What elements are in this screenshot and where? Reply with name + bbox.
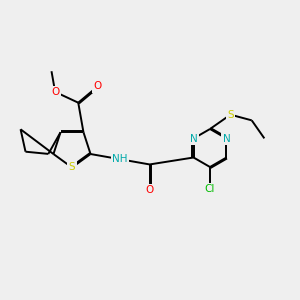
Text: O: O xyxy=(146,185,154,195)
Text: S: S xyxy=(69,163,75,172)
Text: NH: NH xyxy=(112,154,128,164)
Text: N: N xyxy=(223,134,230,143)
Text: N: N xyxy=(190,134,197,143)
Text: O: O xyxy=(94,81,102,91)
Text: Cl: Cl xyxy=(205,184,215,194)
Text: S: S xyxy=(227,110,234,120)
Text: O: O xyxy=(51,87,59,97)
